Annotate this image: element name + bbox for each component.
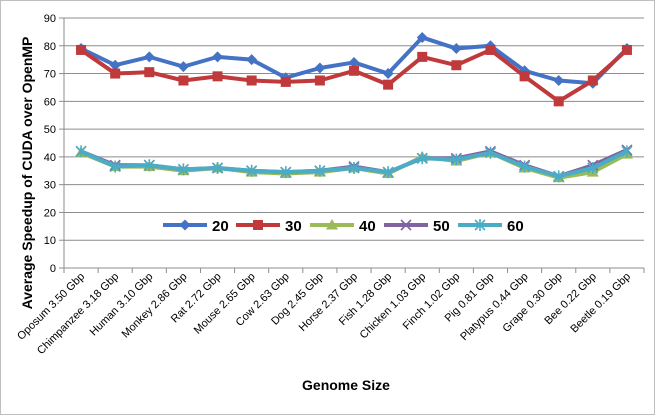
data-point — [587, 75, 598, 86]
legend-label: 60 — [507, 218, 524, 235]
data-point — [416, 31, 428, 43]
y-axis-title: Average Speedup of CUDA over OpenMP — [19, 37, 35, 310]
data-point — [178, 75, 189, 86]
axes — [63, 18, 644, 269]
data-point — [382, 68, 394, 80]
y-tick-label: 80 — [44, 41, 56, 53]
data-point — [144, 67, 155, 78]
data-point — [143, 159, 155, 172]
data-point — [349, 65, 359, 76]
data-point — [553, 170, 565, 183]
y-tick-label: 0 — [50, 263, 56, 275]
data-point — [211, 162, 224, 174]
y-tick-label: 90 — [44, 13, 56, 25]
data-point — [484, 146, 497, 159]
gridlines — [64, 17, 644, 241]
legend-label: 20 — [212, 218, 229, 235]
data-point — [177, 163, 189, 176]
data-point — [416, 152, 428, 165]
series-20 — [75, 31, 633, 89]
data-point — [451, 60, 462, 71]
legend-label: 30 — [285, 218, 302, 235]
legend-marker — [326, 219, 338, 230]
data-point — [177, 61, 189, 73]
y-tick-label: 70 — [44, 69, 56, 81]
data-point — [485, 44, 496, 55]
data-point — [450, 153, 462, 166]
y-tick-label: 40 — [44, 152, 56, 164]
legend-label: 50 — [433, 218, 450, 235]
data-point — [553, 75, 565, 86]
legend-item-50: 50 — [384, 218, 450, 235]
legend-label: 40 — [359, 218, 376, 235]
legend-marker — [400, 219, 412, 231]
y-tick-label: 30 — [44, 180, 56, 192]
x-tick-label: Horse 2.37 Gbp — [297, 271, 360, 334]
y-tick-label: 60 — [44, 96, 56, 108]
data-point — [587, 162, 599, 174]
legend-marker — [253, 220, 263, 230]
data-point — [109, 59, 121, 71]
x-tick-label: Mouse 2.65 Gbp — [192, 271, 258, 337]
legend-item-30: 30 — [236, 218, 302, 235]
x-tick-label: Beetle 0.19 Gbp — [568, 271, 633, 336]
data-point — [314, 75, 325, 86]
data-point — [280, 166, 292, 179]
data-point — [553, 96, 564, 107]
data-point — [76, 44, 87, 55]
data-point — [519, 160, 531, 173]
data-point — [382, 166, 394, 179]
data-point — [450, 43, 462, 55]
legend-item-40: 40 — [310, 218, 376, 235]
data-point — [621, 145, 633, 158]
data-point — [109, 160, 121, 173]
data-point — [417, 51, 428, 62]
data-point — [212, 71, 223, 82]
y-tick-label: 50 — [44, 124, 56, 136]
data-point — [280, 76, 291, 87]
data-point — [212, 51, 224, 63]
x-axis-title: Genome Size — [302, 377, 390, 393]
legend: 20 30 40 50 60 — [163, 218, 524, 235]
series-layer — [75, 31, 633, 183]
legend-marker — [474, 219, 486, 231]
legend-marker — [179, 219, 191, 231]
y-axis-ticks: 0 10 20 30 40 50 60 70 80 90 — [44, 13, 64, 275]
x-tick-label: Grape 0.30 Gbp — [501, 271, 565, 335]
legend-item-20: 20 — [163, 218, 229, 235]
data-point — [246, 54, 258, 66]
data-point — [314, 164, 326, 177]
data-point — [621, 44, 632, 55]
series-30 — [76, 44, 632, 107]
series-60 — [75, 145, 633, 183]
data-point — [246, 164, 258, 177]
legend-item-60: 60 — [458, 218, 524, 235]
data-point — [348, 56, 360, 68]
data-point — [75, 145, 87, 158]
data-point — [314, 62, 326, 74]
data-point — [143, 51, 155, 63]
y-tick-label: 10 — [44, 235, 56, 247]
x-tick-label: Human 3.10 Gbp — [88, 271, 156, 339]
data-point — [519, 71, 530, 82]
data-point — [110, 68, 121, 79]
y-tick-label: 20 — [44, 207, 56, 219]
data-point — [383, 79, 394, 90]
data-point — [246, 75, 257, 86]
data-point — [348, 162, 360, 174]
